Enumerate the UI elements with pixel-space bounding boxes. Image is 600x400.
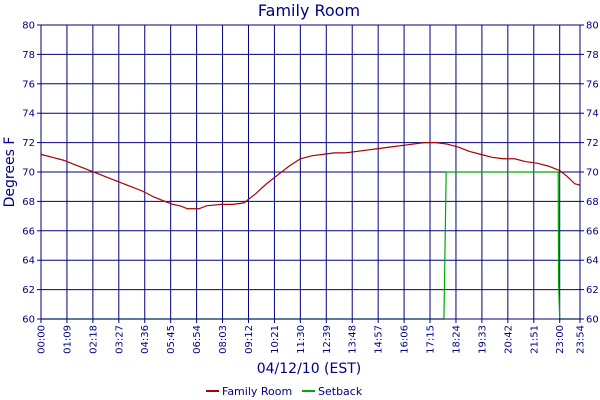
- x-tick-label: 16:06: [400, 325, 411, 354]
- y-tick-label-left: 70: [22, 168, 35, 179]
- x-tick-label: 02:18: [88, 325, 99, 354]
- x-tick-label: 12:39: [322, 325, 333, 354]
- x-tick-label: 09:12: [244, 325, 255, 354]
- x-tick-label: 21:51: [529, 325, 540, 354]
- x-tick-label: 01:09: [62, 325, 73, 354]
- y-tick-label-left: 74: [22, 109, 35, 120]
- x-tick-label: 10:21: [270, 325, 281, 354]
- x-axis: 00:00 01:09 02:18 03:27 04:36 05:45 06:54 08:03…: [37, 319, 587, 354]
- chart-title: Family Room: [258, 1, 360, 20]
- y-tick-label-right: 62: [586, 285, 599, 296]
- y-tick-label-right: 72: [586, 138, 599, 149]
- x-tick-label: 03:27: [114, 325, 125, 354]
- y-tick-label-right: 74: [586, 109, 599, 120]
- x-tick-label: 11:30: [296, 325, 307, 354]
- y-axis-left: 60 62 64 66 68 70 72 74 76 78 80: [22, 21, 41, 326]
- series-line-setback: [41, 171, 580, 320]
- x-tick-label: 20:42: [503, 325, 514, 354]
- y-tick-label-right: 78: [586, 50, 599, 61]
- y-tick-label-left: 80: [22, 21, 35, 32]
- x-tick-label: 19:33: [477, 325, 488, 354]
- x-tick-label: 05:45: [166, 325, 177, 354]
- y-tick-label-left: 66: [22, 226, 35, 237]
- y-tick-label-right: 70: [586, 168, 599, 179]
- y-axis-title: Degrees F: [2, 137, 18, 208]
- y-tick-label-left: 78: [22, 50, 35, 61]
- y-tick-label-left: 76: [22, 79, 35, 90]
- legend-label: Setback: [318, 385, 363, 398]
- y-tick-label-left: 68: [22, 197, 35, 208]
- legend: Family Room Setback: [206, 385, 363, 398]
- x-tick-label: 13:48: [348, 325, 359, 354]
- y-tick-label-right: 68: [586, 197, 599, 208]
- y-tick-label-left: 64: [22, 256, 35, 267]
- y-tick-label-right: 66: [586, 226, 599, 237]
- x-tick-label: 18:24: [451, 325, 462, 354]
- legend-label: Family Room: [222, 385, 292, 398]
- y-tick-label-left: 60: [22, 315, 35, 326]
- x-axis-title: 04/12/10 (EST): [257, 361, 362, 377]
- x-tick-label: 06:54: [192, 325, 203, 354]
- x-tick-label: 23:54: [576, 325, 587, 354]
- x-tick-label: 00:00: [37, 325, 48, 354]
- y-tick-label-left: 62: [22, 285, 35, 296]
- series-line-family-room: [40, 142, 581, 210]
- x-tick-label: 14:57: [374, 325, 385, 354]
- y-axis-right: 60 62 64 66 68 70 72 74 76 78 80: [580, 21, 599, 326]
- y-tick-label-right: 80: [586, 21, 599, 32]
- y-tick-label-left: 72: [22, 138, 35, 149]
- x-tick-label: 23:00: [555, 325, 566, 354]
- x-tick-label: 08:03: [218, 325, 229, 354]
- y-tick-label-right: 64: [586, 256, 599, 267]
- y-tick-label-right: 76: [586, 79, 599, 90]
- y-tick-label-right: 60: [586, 315, 599, 326]
- x-tick-label: 04:36: [140, 325, 151, 354]
- x-tick-label: 17:15: [426, 325, 437, 354]
